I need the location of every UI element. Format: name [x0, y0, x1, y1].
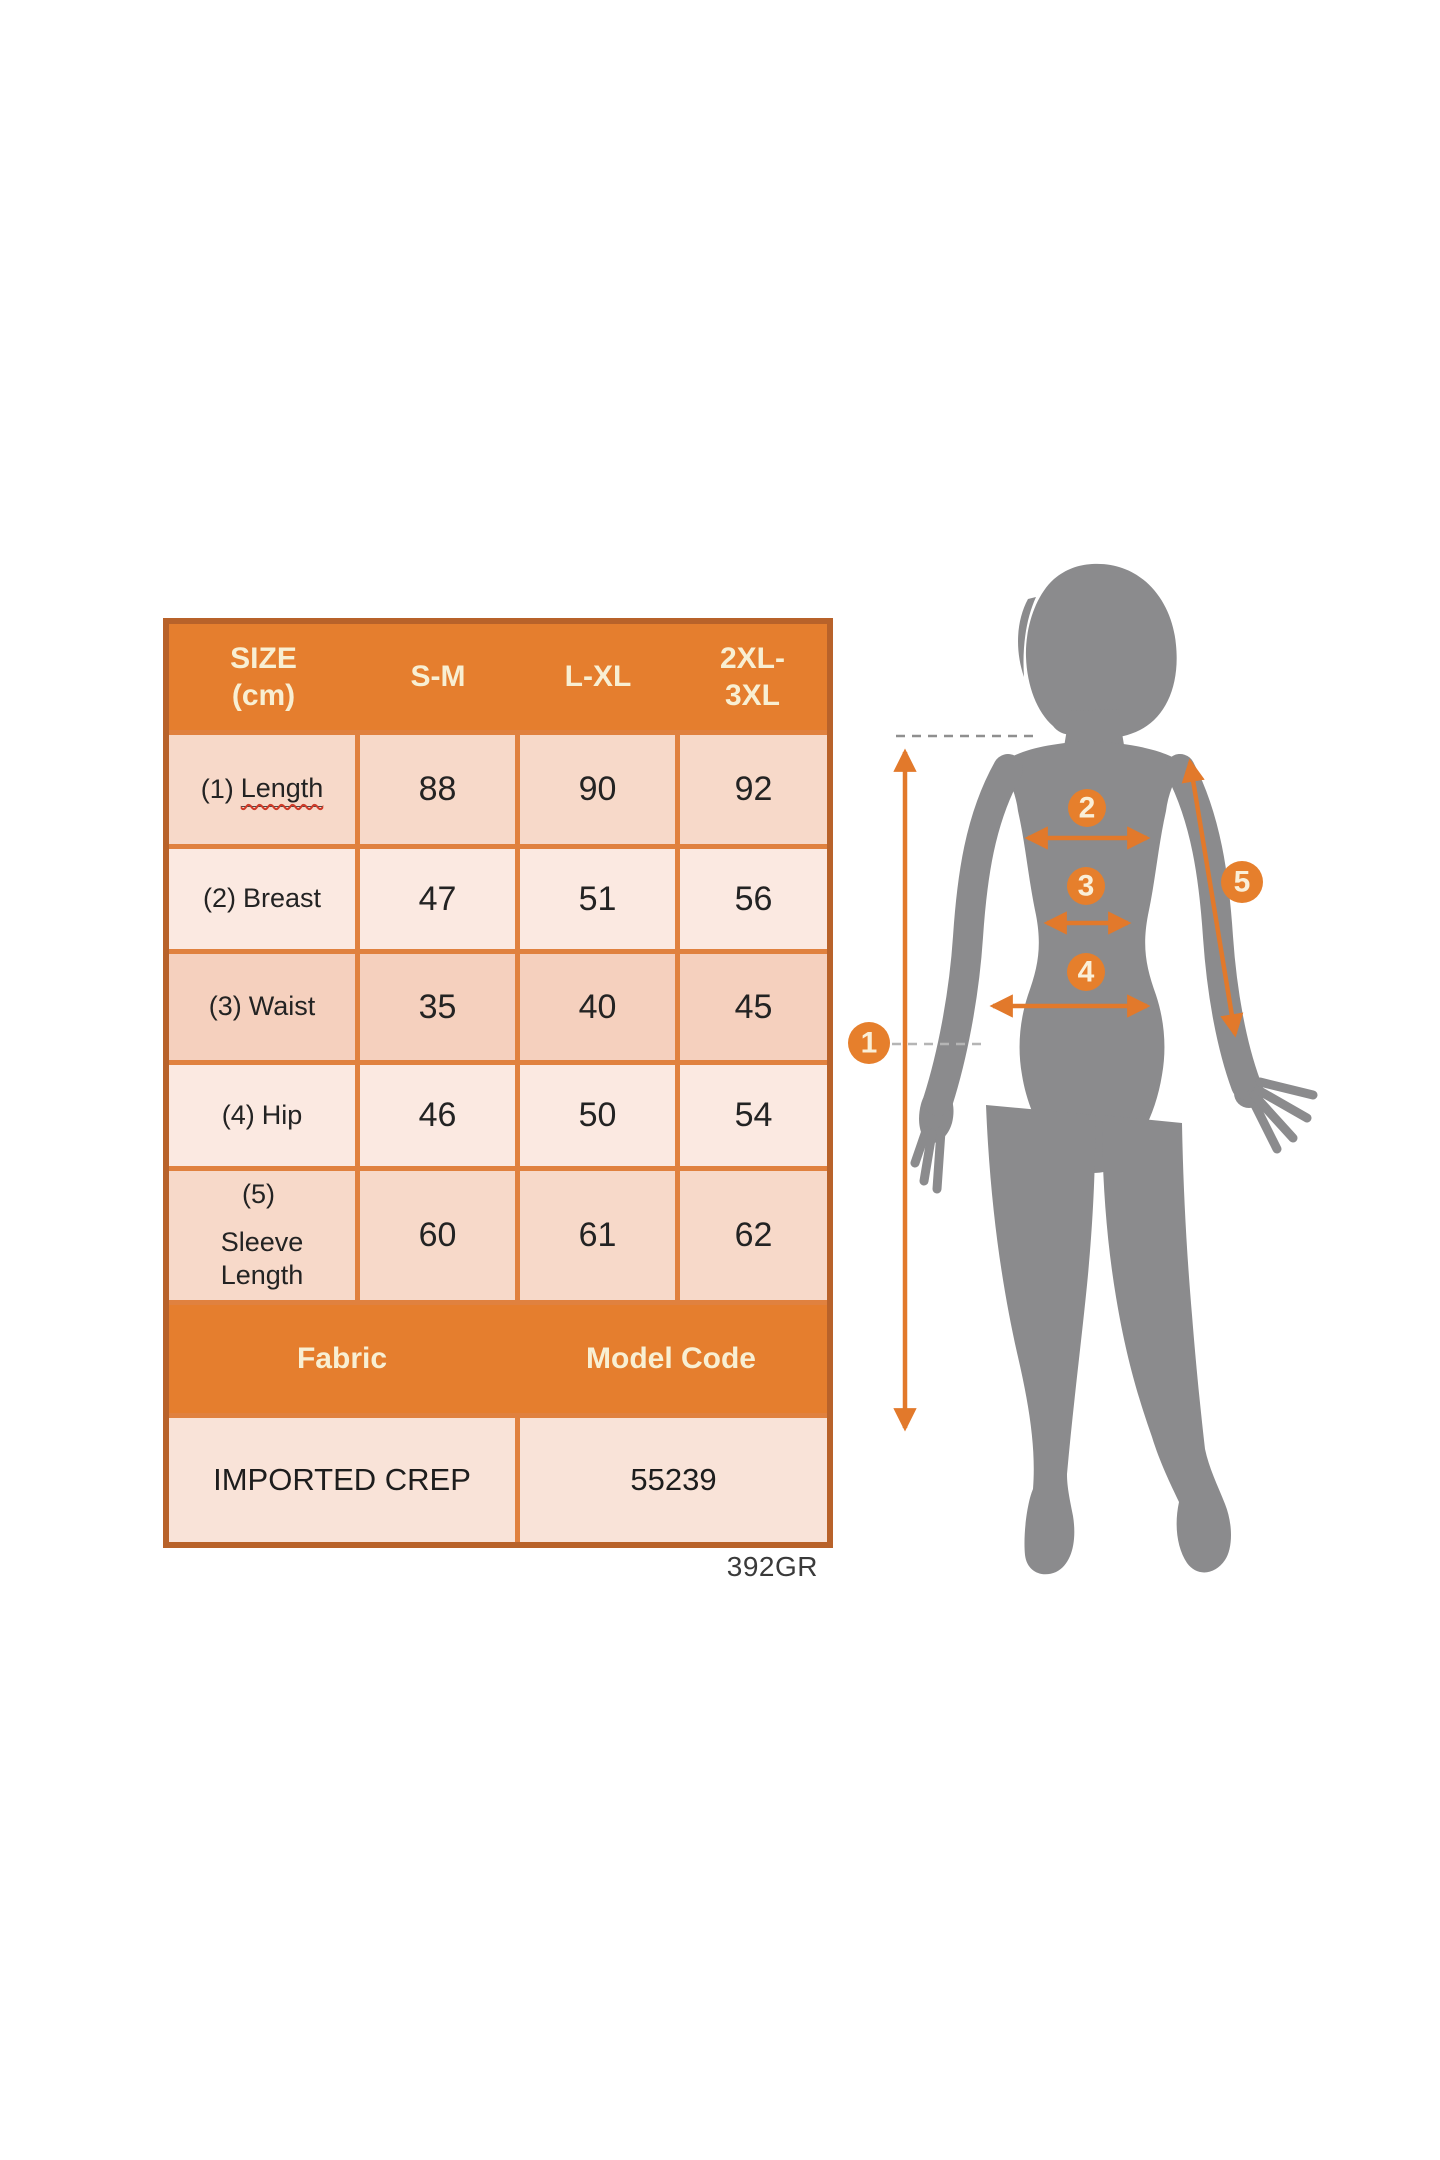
table-cell: 40 — [520, 954, 675, 1060]
row-label-waist: (3) Waist — [169, 954, 355, 1060]
left-fingers — [910, 1126, 931, 1168]
fabric-value-cell: IMPORTED CREP — [169, 1418, 515, 1542]
table-cell: 60 — [360, 1171, 515, 1300]
table-cell: 61 — [520, 1171, 675, 1300]
row-label-hip: (4) Hip — [169, 1065, 355, 1166]
header-col-l-xl: L-XL — [564, 660, 632, 694]
table-cell: 90 — [520, 735, 675, 844]
left-fingers — [932, 1126, 946, 1194]
row-label-length: (1) Length — [169, 735, 355, 844]
row-label-breast: (2) Breast — [169, 849, 355, 949]
product-code-note: 392GR — [726, 1551, 818, 1582]
right-fingers — [1253, 1085, 1312, 1123]
left-arm — [923, 754, 1023, 1116]
table-cell: 35 — [360, 954, 515, 1060]
left-fingers — [919, 1128, 937, 1186]
left-leg — [986, 1105, 1096, 1575]
table-cell: 62 — [680, 1171, 827, 1300]
right-arm — [1165, 754, 1261, 1100]
badge-4-label: 4 — [1078, 956, 1095, 989]
right-leg — [1102, 1115, 1231, 1573]
badge-5 — [1221, 861, 1263, 903]
right-fingers — [1249, 1090, 1298, 1143]
table-footer-header-row: Fabric Model Code — [169, 1305, 827, 1413]
size-chart-table: SIZE (cm) S-M L-XL 2XL- 3XL (1) Length 8… — [163, 618, 833, 1548]
badge-3-label: 3 — [1078, 870, 1095, 903]
table-cell: 54 — [680, 1065, 827, 1166]
table-cell: 88 — [360, 735, 515, 844]
badge-2-label: 2 — [1079, 792, 1096, 825]
fabric-header: Fabric — [296, 1342, 388, 1376]
badge-4 — [1067, 953, 1105, 991]
right-fingers — [1255, 1077, 1318, 1100]
badge-1-label: 1 — [861, 1027, 878, 1060]
header-size-cm: SIZE (cm) — [230, 641, 297, 713]
badge-3 — [1067, 867, 1105, 905]
table-cell: 56 — [680, 849, 827, 949]
sleeve-arrow — [1181, 758, 1244, 1038]
head — [1025, 563, 1177, 739]
model-code-header: Model Code — [586, 1342, 756, 1376]
row-label-sleeve-length: (5) Sleeve Length — [169, 1171, 355, 1300]
table-cell: 51 — [520, 849, 675, 949]
measure-badges: 1 2 3 4 5 — [848, 789, 1263, 1064]
table-cell: 45 — [680, 954, 827, 1060]
body-measurement-diagram: 1 2 3 4 5 — [840, 545, 1360, 1605]
header-col-s-m: S-M — [410, 660, 466, 694]
badge-5-label: 5 — [1234, 866, 1251, 899]
badge-2 — [1068, 789, 1106, 827]
table-cell: 47 — [360, 849, 515, 949]
body-silhouette — [919, 563, 1264, 1575]
badge-1 — [848, 1022, 890, 1064]
table-cell: 92 — [680, 735, 827, 844]
header-col-2xl-3xl: 2XL- 3XL — [719, 641, 785, 713]
model-code-value-cell: 55239 — [520, 1418, 827, 1542]
table-cell: 50 — [520, 1065, 675, 1166]
misspelled-word: Length — [240, 772, 324, 808]
table-header-row: SIZE (cm) S-M L-XL 2XL- 3XL — [169, 624, 827, 730]
hair-flick — [1018, 597, 1036, 677]
right-fingers — [1245, 1090, 1282, 1154]
table-cell: 46 — [360, 1065, 515, 1166]
